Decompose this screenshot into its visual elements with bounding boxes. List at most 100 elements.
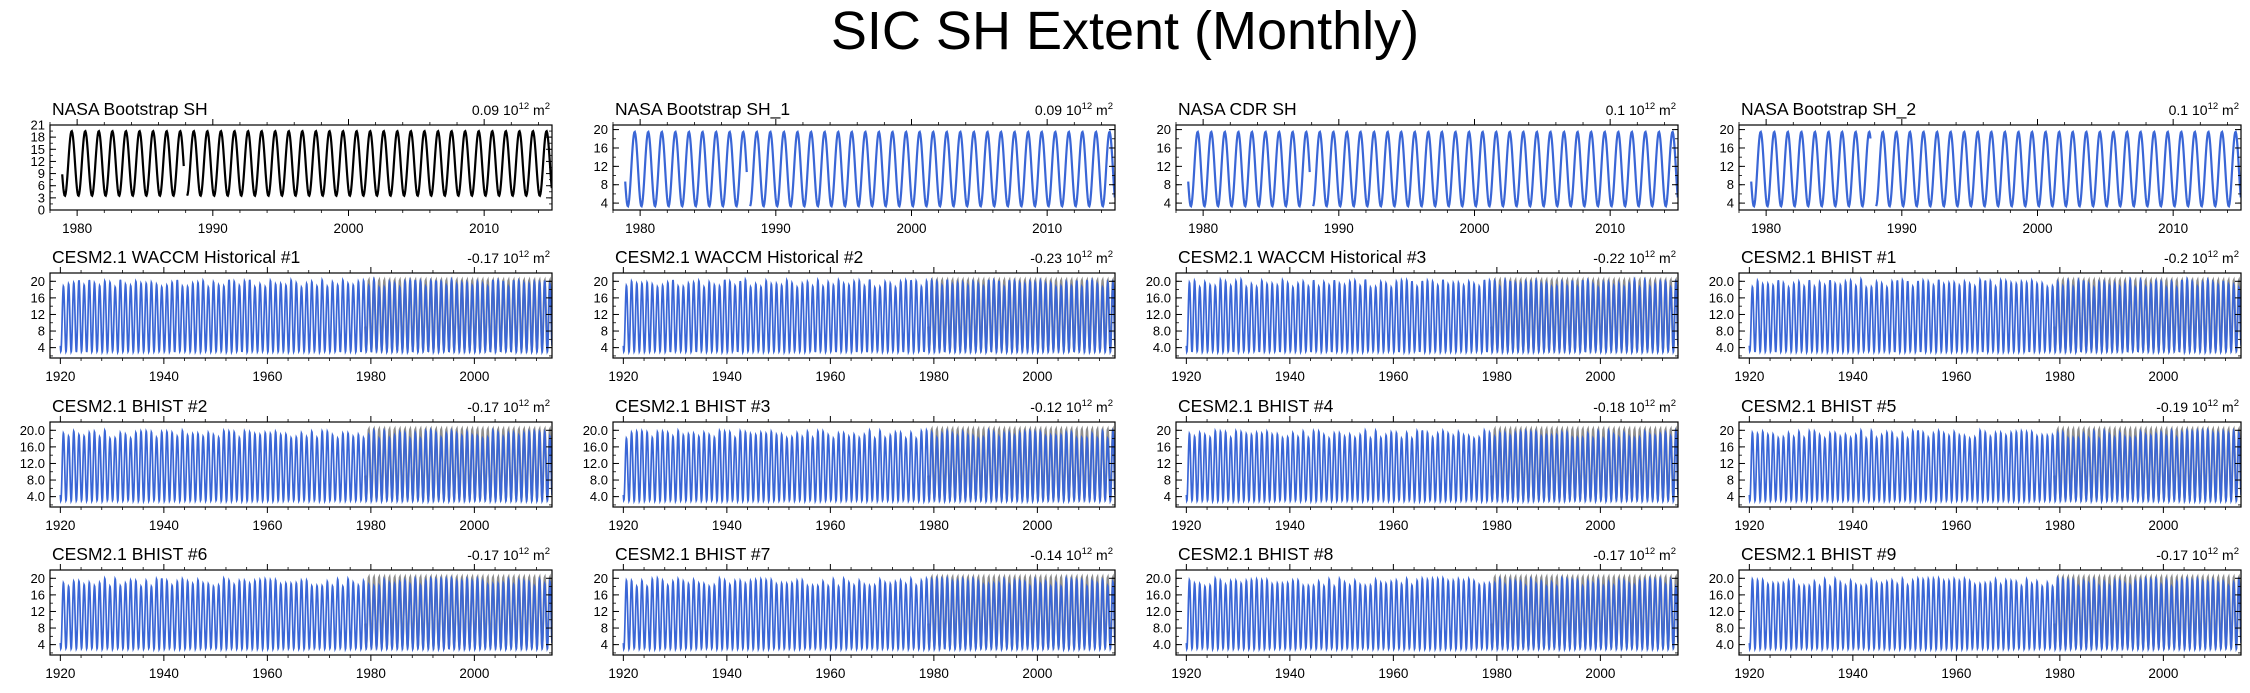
y-tick-label: 12.0 (1709, 604, 1734, 619)
x-tick-label: 2010 (1032, 221, 1062, 236)
panel-title: CESM2.1 BHIST #2 (52, 396, 207, 416)
panel-title: CESM2.1 BHIST #3 (615, 396, 770, 416)
series-line (1748, 427, 2241, 505)
y-tick-label: 16.0 (583, 439, 608, 454)
trend-annotation: -0.18 1012 m2 (1593, 398, 1676, 415)
y-tick-label: 4.0 (1153, 637, 1171, 652)
y-tick-label: 8 (1164, 473, 1171, 488)
y-tick-label: 4.0 (1716, 637, 1734, 652)
trend-annotation: -0.23 1012 m2 (1030, 249, 1113, 266)
y-tick-label: 8 (601, 324, 608, 339)
plot-frame (49, 272, 553, 359)
y-tick-label: 12.0 (583, 456, 608, 471)
x-tick-label: 1960 (252, 666, 282, 681)
x-tick-label: 2000 (1585, 369, 1615, 384)
y-tick-label: 20 (1720, 122, 1734, 137)
series-line (1185, 276, 1678, 356)
y-tick-label: 4.0 (1153, 340, 1171, 355)
x-tick-label: 1980 (919, 666, 949, 681)
series-line (622, 575, 1115, 653)
panel-title: CESM2.1 BHIST #7 (615, 544, 770, 564)
plot-area (624, 130, 1115, 209)
y-tick-label: 8 (601, 177, 608, 192)
panel-title: CESM2.1 BHIST #6 (52, 544, 207, 564)
y-tick-label: 12 (31, 604, 45, 619)
plot-frame (1738, 569, 2242, 656)
x-tick-label: 2000 (1585, 518, 1615, 533)
x-tick-label: 1980 (2045, 369, 2075, 384)
panel-title: CESM2.1 BHIST #9 (1741, 544, 1896, 564)
series-line (1185, 427, 1678, 505)
x-tick-label: 1990 (198, 221, 228, 236)
y-tick-label: 20.0 (1146, 274, 1171, 289)
trend-annotation: -0.17 1012 m2 (2156, 546, 2239, 563)
plot-frame (612, 272, 1116, 359)
x-tick-label: 1940 (149, 666, 179, 681)
trend-annotation: -0.12 1012 m2 (1030, 398, 1113, 415)
x-tick-label: 1940 (1275, 518, 1305, 533)
y-tick-label: 4 (601, 340, 608, 355)
x-tick-label: 2000 (459, 518, 489, 533)
y-tick-label: 12.0 (1709, 307, 1734, 322)
x-tick-label: 2010 (2158, 221, 2188, 236)
x-tick-label: 1980 (1482, 369, 1512, 384)
y-tick-label: 16 (1157, 140, 1171, 155)
y-tick-label: 16.0 (20, 439, 45, 454)
panel-title: CESM2.1 BHIST #1 (1741, 247, 1896, 267)
x-tick-label: 1990 (761, 221, 791, 236)
panel-title: NASA Bootstrap SH (52, 99, 208, 119)
x-tick-label: 1920 (608, 518, 638, 533)
y-tick-label: 12 (1157, 456, 1171, 471)
x-tick-label: 1960 (1941, 518, 1971, 533)
x-tick-label: 1940 (712, 369, 742, 384)
x-tick-label: 1940 (1838, 369, 1868, 384)
y-tick-label: 8 (1727, 473, 1734, 488)
x-tick-label: 1920 (45, 518, 75, 533)
y-tick-label: 16.0 (1146, 587, 1171, 602)
plot-frame (49, 421, 553, 508)
plot-area (1748, 573, 2241, 653)
y-tick-label: 12 (31, 154, 45, 169)
plot-frame (612, 124, 1116, 211)
x-tick-label: 2000 (2148, 518, 2178, 533)
plot-frame (1175, 569, 1679, 656)
y-tick-label: 4.0 (27, 489, 45, 504)
y-tick-label: 20 (31, 571, 45, 586)
x-tick-label: 1960 (815, 369, 845, 384)
trend-annotation: -0.2 1012 m2 (2164, 249, 2239, 266)
y-tick-label: 12 (1720, 456, 1734, 471)
y-tick-label: 12.0 (1146, 307, 1171, 322)
x-tick-label: 1960 (1941, 369, 1971, 384)
y-tick-label: 12.0 (20, 456, 45, 471)
y-tick-label: 16.0 (1709, 587, 1734, 602)
plot-area (1748, 276, 2241, 356)
trend-annotation: -0.17 1012 m2 (467, 249, 550, 266)
x-tick-label: 1960 (252, 369, 282, 384)
x-tick-label: 2000 (1022, 518, 1052, 533)
x-tick-label: 1960 (815, 518, 845, 533)
chart-panel: 4.08.0 12.0 16.020.0 1920 1940 1960 1980 2000 CE… (1146, 247, 1679, 384)
y-tick-label: 12 (1720, 159, 1734, 174)
x-tick-label: 1980 (625, 221, 655, 236)
plot-area (622, 276, 1115, 356)
x-tick-label: 2000 (2148, 666, 2178, 681)
plot-frame (1738, 272, 2242, 359)
y-tick-label: 20 (1157, 122, 1171, 137)
y-tick-label: 16 (594, 290, 608, 305)
x-tick-label: 1980 (62, 221, 92, 236)
plot-frame (612, 569, 1116, 656)
y-tick-label: 6 (38, 178, 45, 193)
plot-area (59, 573, 552, 653)
panel-title: CESM2.1 BHIST #5 (1741, 396, 1896, 416)
y-tick-label: 8 (1727, 177, 1734, 192)
y-tick-label: 3 (38, 190, 45, 205)
y-tick-label: 8 (601, 621, 608, 636)
plot-area (622, 425, 1115, 505)
plot-frame (1738, 124, 2242, 211)
x-tick-label: 1940 (1838, 666, 1868, 681)
x-tick-label: 1980 (356, 369, 386, 384)
